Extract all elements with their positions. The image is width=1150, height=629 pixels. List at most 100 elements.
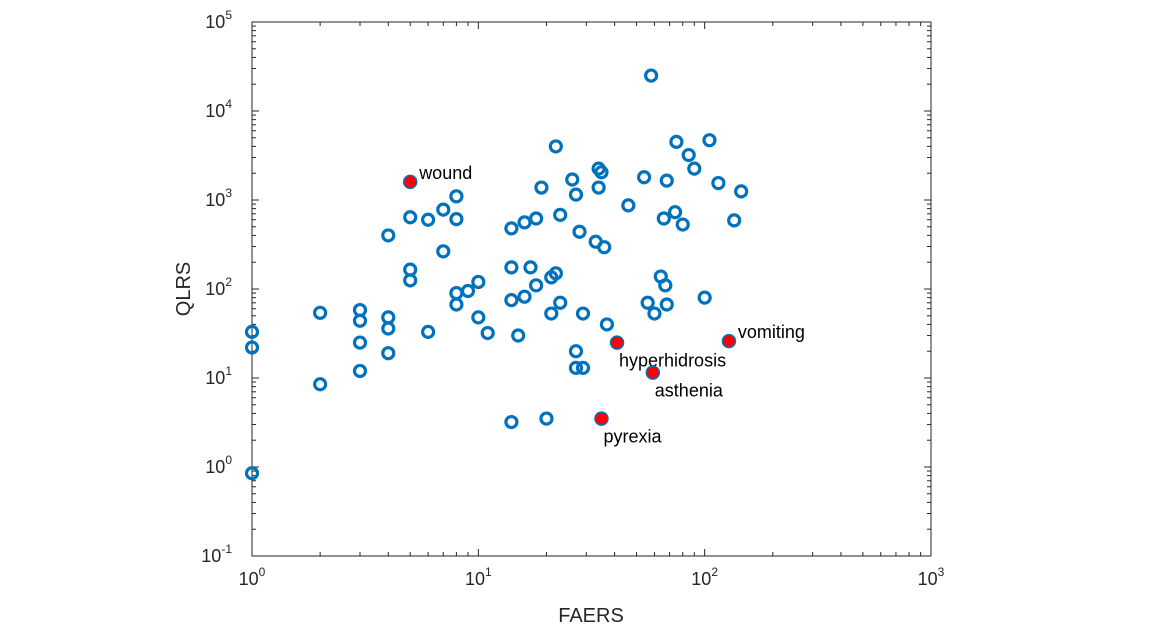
data-point	[702, 133, 717, 148]
data-point	[659, 297, 674, 312]
data-point	[504, 414, 519, 430]
y-tick-label-exponent: 3	[225, 186, 232, 200]
data-point	[644, 68, 659, 83]
data-point	[572, 224, 587, 239]
data-point	[675, 217, 690, 232]
x-tick-label: 101	[465, 565, 492, 589]
x-tick-label-base: 10	[465, 569, 485, 589]
data-point	[599, 317, 615, 332]
point-annotation-hyperhidrosis: hyperhidrosis	[619, 351, 726, 371]
highlighted-point	[402, 174, 418, 190]
data-point	[403, 262, 418, 277]
x-tick-label-base: 10	[691, 569, 711, 589]
highlighted-point	[594, 411, 609, 426]
data-point	[381, 346, 396, 361]
y-tick-label-base: 10	[205, 12, 225, 32]
data-point	[734, 184, 749, 199]
data-point	[436, 244, 451, 259]
data-point	[687, 161, 702, 176]
data-point	[529, 211, 544, 226]
data-point	[565, 172, 580, 187]
y-tick-label: 102	[205, 275, 232, 299]
data-points	[244, 68, 749, 481]
y-tick-label-base: 10	[205, 457, 225, 477]
y-axis-label: QLRS	[173, 262, 195, 316]
data-point	[381, 228, 396, 243]
data-point	[591, 180, 606, 195]
data-point	[711, 175, 726, 191]
x-tick-label: 103	[918, 565, 945, 589]
data-point	[636, 170, 652, 185]
point-annotation-pyrexia: pyrexia	[603, 427, 662, 447]
data-point	[244, 466, 260, 481]
data-point	[352, 335, 368, 350]
data-point	[553, 295, 568, 310]
data-point	[244, 324, 260, 339]
data-point	[658, 278, 673, 293]
plot-area	[251, 21, 932, 557]
data-point	[523, 260, 538, 275]
data-point	[594, 165, 609, 180]
data-point	[421, 212, 436, 227]
data-point	[529, 278, 544, 293]
data-point	[504, 221, 519, 236]
data-point	[548, 139, 563, 154]
data-point	[517, 215, 532, 230]
data-point	[575, 360, 591, 375]
data-point	[659, 173, 674, 188]
x-tick-label-base: 10	[918, 569, 938, 589]
data-point	[504, 260, 519, 275]
y-tick-label-exponent: 0	[225, 453, 232, 467]
data-point	[656, 211, 671, 226]
data-point	[352, 302, 368, 318]
y-tick-label-base: 10	[205, 279, 225, 299]
x-tick-label-exponent: 0	[259, 565, 266, 579]
data-point	[621, 198, 636, 213]
y-tick-label: 103	[205, 186, 232, 210]
data-point	[471, 274, 486, 290]
point-annotation-vomiting: vomiting	[738, 322, 805, 342]
y-tick-label: 101	[205, 364, 232, 388]
y-tick-label-exponent: 1	[225, 364, 232, 378]
y-tick-label-base: 10	[205, 190, 225, 210]
data-point	[244, 340, 260, 355]
y-tick-label: 100	[205, 453, 232, 477]
data-point	[381, 310, 396, 325]
x-tick-label-exponent: 3	[938, 565, 945, 579]
data-point	[727, 213, 742, 228]
y-tick-label: 105	[205, 8, 232, 32]
data-point	[681, 147, 696, 163]
x-tick-label-base: 10	[239, 569, 259, 589]
data-point	[544, 306, 559, 321]
point-annotation-asthenia: asthenia	[655, 381, 724, 401]
data-point	[471, 310, 486, 325]
point-annotation-wound: wound	[418, 163, 472, 183]
y-tick-label-exponent: 2	[225, 275, 232, 289]
data-point	[449, 189, 464, 204]
data-point	[548, 266, 563, 281]
data-point	[504, 293, 519, 308]
highlighted-points: wound vomiting hyperhidrosis asthenia pyrexi…	[402, 163, 805, 447]
data-point	[640, 295, 655, 310]
data-point	[534, 180, 549, 195]
x-tick-label-exponent: 1	[485, 565, 492, 579]
data-point	[436, 202, 451, 217]
highlighted-point	[609, 335, 625, 350]
y-tick-label-base: 10	[201, 546, 221, 566]
x-axis-label: FAERS	[558, 605, 624, 627]
data-point	[667, 205, 683, 220]
data-point	[460, 283, 476, 299]
data-point	[511, 328, 526, 343]
data-point	[568, 344, 584, 359]
data-point	[647, 306, 662, 321]
data-point	[517, 289, 532, 304]
data-point	[313, 377, 328, 392]
y-tick-label: 104	[205, 97, 232, 121]
x-tick-label-exponent: 2	[711, 565, 718, 579]
data-point	[568, 187, 584, 202]
x-tick-label: 102	[691, 565, 718, 589]
data-point	[697, 290, 712, 305]
y-tick-label-exponent: 4	[225, 97, 232, 111]
